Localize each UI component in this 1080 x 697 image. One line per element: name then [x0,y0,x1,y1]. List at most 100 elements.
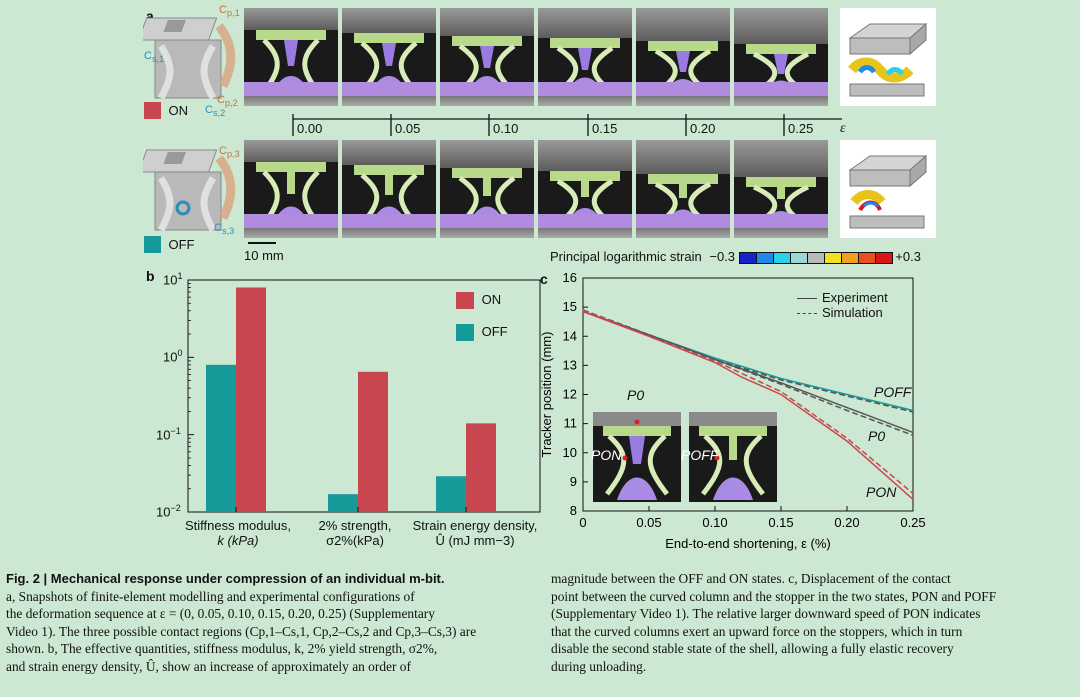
scale-bar-label: 10 mm [244,248,284,263]
scale-bar [248,242,276,244]
label-cs3: Cs,3 [214,222,235,237]
caption-right-line-5: disable the second stable state of the s… [551,641,954,657]
caption-right-line-4: that the curved columns exert an upward … [551,623,963,639]
x-tick-label: 0 [579,515,586,530]
colorbar-swatch [772,251,791,264]
y-tick-label: 14 [563,328,577,343]
series-p-0-simulation [582,309,914,437]
bar-off-1 [206,364,236,512]
bar-on-2 [358,371,388,512]
off-swatch [144,236,161,254]
strain-tick-1: 0.05 [395,121,421,136]
ytick-10-1: 101 [163,271,183,288]
inset-label-p0: P0 [627,387,645,403]
bar-cat-1: Stiffness modulus, k (kPa) [185,518,291,548]
colorbar-swatch [738,251,757,264]
label-cp3: Cp,3 [219,145,240,160]
snapshot-off-0 [244,140,338,238]
line-chart: 0 0.05 0.10 0.15 0.20 0.25 8 9 10 11 12 13 14 15 16 End… [539,270,926,551]
caption-left-line-2: the deformation sequence at ε = (0, 0.05… [6,606,435,622]
on-snapshot-strip [244,8,828,106]
bar-cat-3: Strain energy density, Û (mJ mm−3) [412,518,538,548]
colorbar-title: Principal logarithmic strain [550,249,702,264]
off-label: OFF [168,237,195,252]
snapshot-off-3 [538,140,632,238]
strain-tick-3: 0.15 [592,121,618,136]
on-swatch [144,102,161,120]
figure-title: Fig. 2 | Mechanical response under compr… [6,571,445,586]
bar-on-3 [466,423,496,512]
bar-off-2 [328,494,358,512]
on-legend: ON [144,102,188,120]
bar-cat-2: 2% strength, σ2%(kPa) [318,518,392,548]
on-fe-render [840,8,936,106]
ytick-10-m1: 10−1 [156,426,181,443]
snapshot-on-4 [636,8,730,106]
strain-tick-0: 0.00 [297,121,323,136]
y-tick-label: 13 [563,357,577,372]
series-p-on-experiment [582,310,914,500]
snapshot-on-3 [538,8,632,106]
off-snapshot-strip [244,140,828,238]
inset-label-poff: POFF [681,447,719,463]
colorbar-swatch [857,251,876,264]
snapshot-on-1 [342,8,436,106]
y-tick-label: 11 [564,416,578,431]
caption-right: magnitude between the OFF and ON states.… [551,570,1076,676]
bar-legend-off: OFF [456,324,508,342]
off-fe-render [840,140,936,238]
snapshot-on-2 [440,8,534,106]
x-tick-label: 0.20 [834,515,859,530]
caption-right-line-2: point between the curved column and the … [551,588,997,604]
colorbar-swatch [789,251,808,264]
caption-left-line-1: a, Snapshots of finite-element modelling… [6,588,415,604]
label-p0: P0 [868,428,886,444]
x-tick-label: 0.05 [636,515,661,530]
label-pon: PON [866,484,897,500]
label-cp1: Cp,1 [219,4,240,19]
strain-tick-4: 0.20 [690,121,716,136]
caption-right-line-6: during unloading. [551,658,647,674]
x-tick-label: 0.10 [702,515,727,530]
caption-right-line-1: magnitude between the OFF and ON states.… [551,571,951,586]
colorbar-swatch [806,251,825,264]
caption-left-line-5: and strain energy density, Û, show an in… [6,658,411,674]
panel-c-label: c [540,271,548,287]
bar-on-1 [236,287,266,512]
colorbar-swatch [755,251,774,264]
colorbar: Principal logarithmic strain −0.3 +0.3 [550,249,921,264]
strain-axis [292,114,842,136]
colorbar-min: −0.3 [709,249,736,264]
colorbar-swatch [874,251,893,264]
caption-left-line-4: shown. b, The effective quantities, stif… [6,641,438,657]
x-tick-label: 0.25 [900,515,925,530]
label-cs2: Cs,2 [205,104,226,119]
ytick-10-m2: 10−2 [156,503,181,520]
y-tick-label: 12 [563,387,577,402]
y-tick-label: 9 [570,474,577,489]
label-cp2: Cp,2 [217,94,238,109]
label-poff: POFF [874,384,912,400]
off-model-render [143,149,236,232]
label-cs1: Cs,1 [144,50,165,65]
inset-label-pon: PON [591,447,622,463]
off-legend: OFF [144,236,194,254]
strain-tick-2: 0.10 [493,121,519,136]
caption-left: Fig. 2 | Mechanical response under compr… [6,570,526,676]
colorbar-max: +0.3 [895,249,921,264]
caption-right-line-3: (Supplementary Video 1). The relative la… [551,606,981,622]
strain-tick-5: 0.25 [788,121,814,136]
strain-symbol: ε [840,121,846,136]
panel-a-label: a [146,8,154,24]
y-tick-label: 15 [563,299,577,314]
bar-chart [187,279,541,513]
bar-legend-on: ON [456,292,501,310]
y-axis-label: Tracker position (mm) [539,332,554,458]
ytick-10-0: 100 [163,348,183,365]
y-tick-label: 10 [563,445,577,460]
on-model-render [143,17,236,100]
snapshot-off-2 [440,140,534,238]
snapshot-off-5 [734,140,828,238]
colorbar-swatch [823,251,842,264]
line-legend: Experiment Simulation [797,290,888,320]
